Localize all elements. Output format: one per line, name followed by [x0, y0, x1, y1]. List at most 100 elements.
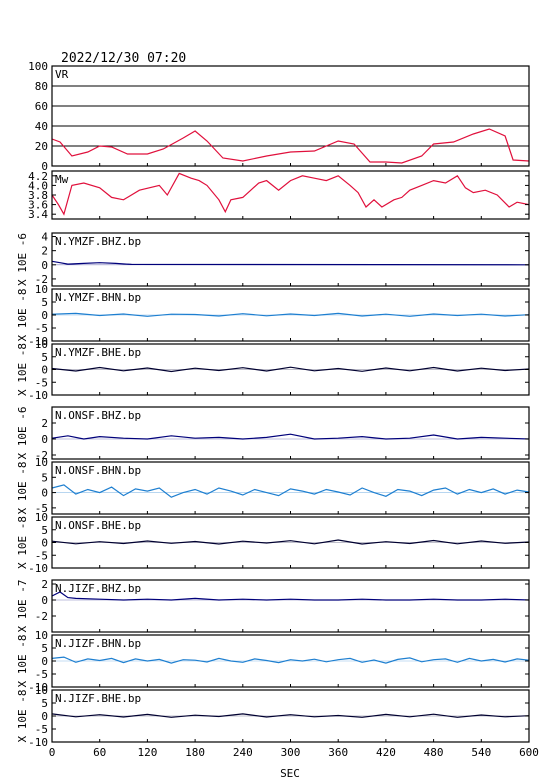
y-tick-label: 2	[41, 578, 48, 591]
y-tick-label: 5	[41, 524, 48, 537]
y-tick-label: -5	[35, 502, 48, 515]
y-tick-label: -10	[28, 681, 48, 694]
x-tick-label: 240	[233, 746, 253, 759]
series-line-onsf_bhe	[51, 539, 530, 545]
y-tick-label: 0	[41, 259, 48, 272]
panel-onsf_bhz: -2 0 2 N.ONSF.BHZ.bp X 10E -6	[16, 406, 530, 462]
y-tick-label: -2	[35, 610, 48, 623]
y-axis-label: X 10E -8	[16, 462, 29, 515]
panel-jizf_bhz: -2 0 2 N.JIZF.BHZ.bp X 10E -7	[16, 578, 530, 633]
x-axis-label: SEC	[280, 767, 300, 780]
y-tick-label: 20	[35, 140, 48, 153]
series-line-ymzf_bhn	[51, 312, 530, 317]
series-line-jizf_bhn	[51, 656, 530, 664]
y-tick-label: -5	[35, 723, 48, 736]
y-tick-label: 0	[41, 655, 48, 668]
y-axis-label: X 10E -8	[16, 516, 29, 569]
y-tick-label: 0	[41, 160, 48, 173]
series-line-jizf_bhe	[51, 713, 530, 718]
y-tick-label: 2	[41, 417, 48, 430]
panel-label: Mw	[55, 173, 69, 186]
y-tick-label: 5	[41, 351, 48, 364]
x-tick-label: 540	[471, 746, 491, 759]
panel-label: VR	[55, 68, 69, 81]
series-line-jizf_bhz	[51, 591, 530, 601]
panel-label: N.YMZF.BHZ.bp	[55, 235, 141, 248]
y-tick-label: 5	[41, 471, 48, 484]
y-tick-label: 60	[35, 100, 48, 113]
panel-frame	[51, 65, 530, 167]
x-tick-label: 120	[137, 746, 157, 759]
y-axis-label: X 10E -7	[16, 580, 29, 633]
y-tick-label: 4.2	[28, 170, 48, 183]
panel-label: N.JIZF.BHN.bp	[55, 637, 141, 650]
y-tick-label: 4	[41, 231, 48, 244]
series-line-ymzf_bhz	[51, 260, 530, 266]
x-tick-label: 480	[424, 746, 444, 759]
y-tick-label: 5	[41, 697, 48, 710]
x-tick-label: 360	[328, 746, 348, 759]
y-tick-label: -10	[28, 562, 48, 575]
y-tick-label: 10	[35, 456, 48, 469]
series-line-onsf_bhn	[51, 484, 530, 498]
y-tick-label: 3.8	[28, 189, 48, 202]
series-line-onsf_bhz	[51, 433, 530, 440]
x-tick-label: 420	[376, 746, 396, 759]
y-tick-label: -5	[35, 549, 48, 562]
panel-frame	[51, 170, 530, 220]
y-axis-label: X 10E -6	[16, 407, 29, 460]
panel-vr: 0 20 40 60 80 100 VR	[28, 60, 530, 173]
y-tick-label: 10	[35, 283, 48, 296]
y-tick-label: 40	[35, 120, 48, 133]
panel-label: N.YMZF.BHN.bp	[55, 291, 141, 304]
datetime-header: 2022/12/30 07:20	[61, 51, 186, 66]
y-axis-label: X 10E -8	[16, 289, 29, 342]
y-tick-label: 0	[41, 309, 48, 322]
y-tick-label: 10	[35, 629, 48, 642]
y-tick-label: 10	[35, 338, 48, 351]
x-tick-label: 0	[49, 746, 56, 759]
panel-label: N.ONSF.BHZ.bp	[55, 409, 141, 422]
panel-label: N.JIZF.BHE.bp	[55, 692, 141, 705]
y-tick-label: 5	[41, 296, 48, 309]
y-tick-label: -10	[28, 389, 48, 402]
x-tick-label: 600	[519, 746, 539, 759]
y-tick-label: -10	[28, 335, 48, 348]
y-tick-label: 5	[41, 642, 48, 655]
y-axis-label: X 10E -8	[16, 343, 29, 396]
y-tick-label: 4.0	[28, 179, 48, 192]
y-tick-label: 10	[35, 511, 48, 524]
panel-label: N.ONSF.BHE.bp	[55, 519, 141, 532]
y-tick-label: 80	[35, 80, 48, 93]
series-line-mw	[51, 172, 530, 216]
panel-mw: 3.43.63.84.04.2 Mw	[28, 170, 530, 221]
y-tick-label: 3.6	[28, 199, 48, 212]
series-line-ymzf_bhe	[51, 366, 530, 373]
series-line-vr	[51, 128, 530, 164]
y-tick-label: 3.4	[28, 208, 48, 221]
y-tick-label: 0	[41, 364, 48, 377]
y-tick-label: 2	[41, 245, 48, 258]
y-tick-label: 0	[41, 487, 48, 500]
y-tick-label: -10	[28, 736, 48, 749]
y-tick-label: -5	[35, 322, 48, 335]
y-tick-label: 0	[41, 710, 48, 723]
y-tick-label: 100	[28, 60, 48, 73]
y-tick-label: 0	[41, 537, 48, 550]
x-tick-label: 60	[93, 746, 106, 759]
y-tick-label: -2	[35, 449, 48, 462]
x-tick-label: 180	[185, 746, 205, 759]
y-axis-label: X 10E -8	[16, 690, 29, 743]
y-axis-label: X 10E -8	[16, 635, 29, 688]
y-tick-label: 0	[41, 433, 48, 446]
panel-label: N.YMZF.BHE.bp	[55, 346, 141, 359]
panel-onsf_bhn: -5 0 5 10 N.ONSF.BHN.bp X 10E -8	[16, 456, 530, 515]
panel-label: N.JIZF.BHZ.bp	[55, 582, 141, 595]
